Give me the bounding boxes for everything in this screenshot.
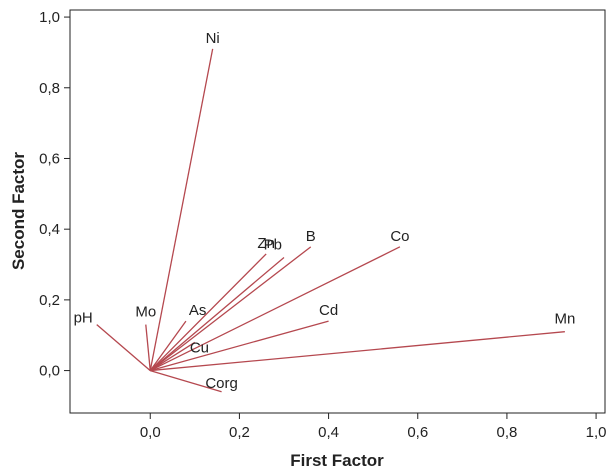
y-tick-label: 1,0 — [39, 9, 60, 26]
loading-line-zn — [149, 253, 267, 372]
loading-label-mn: Mn — [554, 311, 575, 328]
loading-line-cd — [150, 320, 329, 372]
x-tick-label: 0,0 — [140, 424, 161, 441]
loading-line-pb — [149, 256, 285, 372]
plot-frame — [69, 9, 606, 414]
y-tick-label: 0,6 — [39, 150, 60, 167]
loading-line-co — [149, 246, 401, 372]
x-tick-label: 0,8 — [496, 424, 517, 441]
x-axis-ticks: 0,0 0,2 0,4 0,6 0,8 1,0 — [140, 413, 607, 441]
loading-line-b — [149, 246, 312, 372]
y-tick-label: 0,0 — [39, 363, 60, 380]
loading-line-as — [149, 320, 187, 371]
x-tick-label: 0,4 — [318, 424, 339, 441]
y-tick-label: 0,4 — [39, 221, 60, 238]
loading-label-mo: Mo — [135, 304, 156, 321]
y-axis-title: Second Factor — [9, 152, 28, 270]
x-axis-title: First Factor — [290, 451, 384, 470]
loading-label-cd: Cd — [319, 302, 338, 319]
loading-label-ni: Ni — [206, 30, 220, 47]
y-axis-ticks: 0,0 0,2 0,4 0,6 0,8 1,0 — [39, 9, 70, 380]
loading-line-corg — [150, 369, 222, 393]
loading-line-ph — [96, 324, 151, 372]
x-tick-label: 0,6 — [407, 424, 428, 441]
loading-label-corg: Corg — [205, 375, 238, 392]
x-tick-label: 1,0 — [586, 424, 607, 441]
loading-label-pb: Pb — [264, 236, 282, 253]
x-tick-label: 0,2 — [229, 424, 250, 441]
loading-label-b: B — [306, 228, 316, 245]
y-tick-label: 0,8 — [39, 80, 60, 97]
loading-label-zn: Zn — [257, 235, 275, 252]
loading-line-mn — [150, 331, 565, 372]
loading-line-cu — [149, 341, 196, 372]
y-tick-label: 0,2 — [39, 292, 60, 309]
loading-label-as: As — [189, 302, 207, 319]
loading-line-ni — [149, 48, 214, 371]
loading-label-ph: pH — [74, 310, 93, 327]
loading-label-co: Co — [390, 228, 409, 245]
loading-line-mo — [145, 324, 151, 371]
loading-label-cu: Cu — [190, 339, 209, 356]
